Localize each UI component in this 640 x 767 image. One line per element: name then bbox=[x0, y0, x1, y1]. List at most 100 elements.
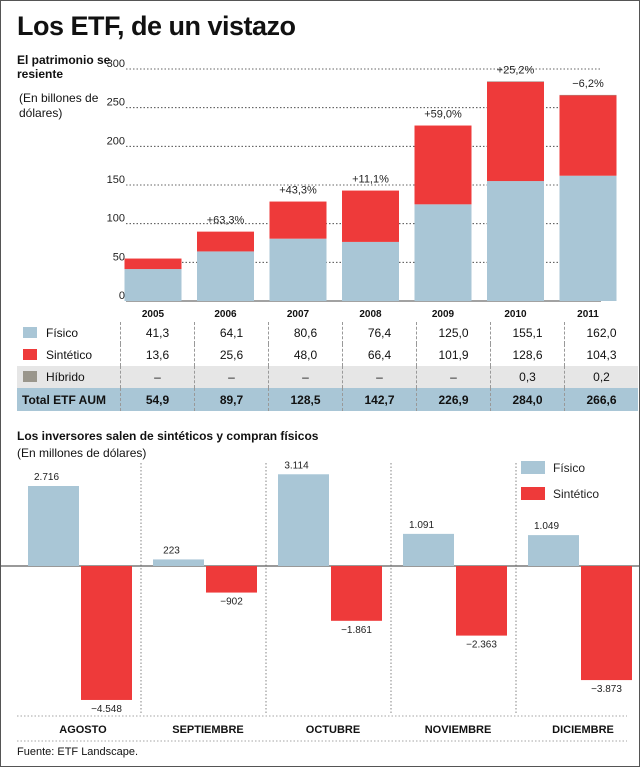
table-cell: – bbox=[194, 366, 269, 388]
bar-fisico bbox=[528, 535, 579, 566]
bar-fisico bbox=[278, 474, 329, 566]
legend-swatch-sintetico bbox=[23, 349, 37, 360]
bar-sintetico bbox=[581, 566, 632, 681]
table-cell: 25,6 bbox=[194, 344, 269, 366]
data-label: −902 bbox=[220, 597, 243, 608]
bar-fisico bbox=[559, 175, 617, 301]
table-cell: 128,5 bbox=[268, 388, 343, 411]
data-label: −2.363 bbox=[466, 640, 497, 651]
table-cell: – bbox=[416, 366, 491, 388]
table-cell: 0,3 bbox=[490, 366, 565, 388]
legend-label: Sintético bbox=[553, 487, 599, 501]
legend-swatch-hibrido bbox=[23, 371, 37, 382]
table-cell: 0,2 bbox=[564, 366, 638, 388]
table-cell: 142,7 bbox=[342, 388, 417, 411]
bar-sintetico bbox=[559, 95, 617, 176]
table-cell: 54,9 bbox=[120, 388, 195, 411]
table-cell: 125,0 bbox=[416, 322, 491, 344]
bar-sintetico bbox=[124, 258, 182, 270]
x-tick-label: 2011 bbox=[577, 309, 599, 320]
y-tick-label: 300 bbox=[107, 58, 125, 70]
bar-fisico bbox=[197, 251, 254, 301]
bar-sintetico bbox=[206, 566, 257, 593]
y-tick-label: 150 bbox=[107, 174, 125, 186]
table-cell: 101,9 bbox=[416, 344, 491, 366]
table-cell: 104,3 bbox=[586, 348, 617, 362]
data-label: −4.548 bbox=[91, 704, 122, 715]
table-row-sintetico: Sintético 13,6 25,6 48,0 66,4 101,9 128,… bbox=[17, 344, 638, 366]
page-title: Los ETF, de un vistazo bbox=[17, 11, 296, 41]
table-cell: 128,6 bbox=[490, 344, 565, 366]
x-tick-label: OCTUBRE bbox=[306, 724, 360, 736]
legend-swatch bbox=[521, 461, 545, 474]
data-label: 223 bbox=[163, 545, 180, 556]
table-cell: 76,4 bbox=[342, 322, 417, 344]
chart1-stacked-bar-chart: 0 50 100 150 200 250 300 2005 +63,3% 2006 +43,3% 20… bbox=[107, 58, 617, 320]
row-label: Híbrido bbox=[46, 370, 85, 384]
table-cell: 89,7 bbox=[194, 388, 269, 411]
table-cell: – bbox=[342, 366, 417, 388]
y-tick-label: 250 bbox=[107, 97, 125, 109]
x-tick-label: NOVIEMBRE bbox=[425, 724, 492, 736]
table-row-total: Total ETF AUM 54,9 89,7 128,5 142,7 226,… bbox=[17, 388, 638, 411]
x-tick-label: 2007 bbox=[287, 309, 310, 320]
table-cell: 162,0 bbox=[586, 326, 617, 340]
table-row-hibrido: Híbrido – – – – – 0,3 0,2 bbox=[17, 366, 638, 388]
table-cell: 13,6 bbox=[120, 344, 195, 366]
change-annotation: +25,2% bbox=[497, 64, 535, 76]
change-annotation: +11,1% bbox=[352, 174, 389, 186]
table-cell: – bbox=[120, 366, 195, 388]
bar-hibrido bbox=[487, 81, 544, 82]
bar-sintetico bbox=[342, 190, 399, 242]
row-label: Total ETF AUM bbox=[17, 388, 121, 411]
source-note: Fuente: ETF Landscape. bbox=[17, 746, 139, 758]
table-cell: 226,9 bbox=[416, 388, 491, 411]
table-cell: – bbox=[268, 366, 343, 388]
y-tick-label: 100 bbox=[107, 213, 125, 225]
x-tick-label: SEPTIEMBRE bbox=[172, 724, 244, 736]
change-annotation: +63,3% bbox=[207, 215, 245, 227]
chart1-unit-label: (En billones de dólares) bbox=[19, 91, 99, 120]
bar-sintetico bbox=[269, 201, 327, 239]
data-label: −1.861 bbox=[341, 625, 372, 636]
table-cell: 48,0 bbox=[268, 344, 343, 366]
table-cell: 80,6 bbox=[268, 322, 343, 344]
x-tick-label: 2008 bbox=[359, 309, 382, 320]
x-tick-label: DICIEMBRE bbox=[552, 724, 614, 736]
row-label: Físico bbox=[46, 326, 79, 340]
table-cell: 284,0 bbox=[490, 388, 565, 411]
chart2-title: Los inversores salen de sintéticos y com… bbox=[17, 429, 319, 443]
data-label: 1.049 bbox=[534, 521, 559, 532]
bar-sintetico bbox=[331, 566, 382, 621]
bar-fisico bbox=[124, 269, 182, 301]
chart1-data-table: Físico 41,3 64,1 80,6 76,4 125,0 155,1 1… bbox=[17, 322, 638, 411]
table-row-fisico: Físico 41,3 64,1 80,6 76,4 125,0 155,1 1… bbox=[17, 322, 638, 344]
table-cell: 64,1 bbox=[194, 322, 269, 344]
bar-fisico bbox=[153, 559, 204, 566]
data-label: −3.873 bbox=[591, 684, 622, 695]
row-label: Sintético bbox=[46, 348, 93, 362]
bar-fisico bbox=[487, 181, 544, 301]
legend-swatch-fisico bbox=[23, 327, 37, 338]
data-label: 3.114 bbox=[284, 460, 309, 471]
chart1-title: El patrimonio se resiente bbox=[17, 53, 111, 81]
bar-sintetico bbox=[81, 566, 132, 700]
bar-sintetico bbox=[456, 566, 507, 636]
bar-fisico bbox=[403, 533, 454, 566]
bar-fisico bbox=[414, 204, 472, 301]
data-label: 1.091 bbox=[409, 520, 434, 531]
legend-label: Físico bbox=[553, 461, 585, 475]
x-tick-label: 2006 bbox=[214, 309, 237, 320]
data-label: 2.716 bbox=[34, 472, 59, 483]
change-annotation: +43,3% bbox=[279, 185, 317, 197]
change-annotation: −6,2% bbox=[572, 78, 604, 90]
bar-sintetico bbox=[487, 81, 544, 182]
bar-fisico bbox=[342, 241, 399, 301]
y-tick-label: 50 bbox=[113, 251, 125, 263]
table-cell: 266,6 bbox=[564, 388, 638, 411]
bar-sintetico bbox=[414, 125, 472, 205]
table-cell: 155,1 bbox=[490, 322, 565, 344]
bar-sintetico bbox=[197, 231, 254, 252]
table-cell: 41,3 bbox=[120, 322, 195, 344]
